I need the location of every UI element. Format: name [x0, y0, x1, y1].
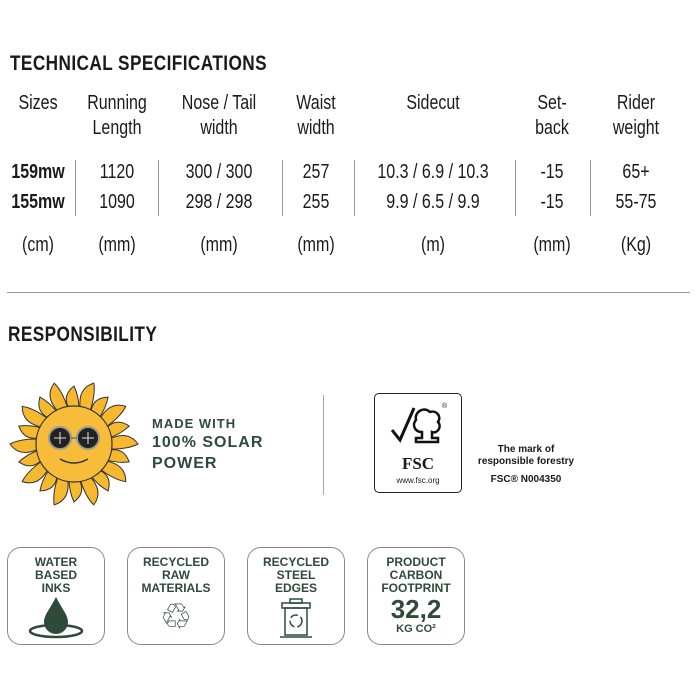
sun-ray	[79, 475, 99, 506]
badge-water-based-inks: WATER BASED INKS	[7, 547, 105, 645]
sun-ray	[109, 435, 139, 450]
badge-line: BASED	[34, 568, 77, 582]
badge-line: WATER	[34, 555, 78, 569]
sun-ray	[99, 404, 127, 428]
fsc-url: www.fsc.org	[396, 476, 440, 485]
table-cell: 257	[302, 161, 330, 183]
unit-label: (mm)	[533, 234, 571, 256]
recycle-bin-icon	[280, 598, 312, 638]
table-cell: 255	[302, 191, 330, 213]
carbon-unit: KG CO²	[396, 623, 436, 635]
size-label: 159mw	[11, 161, 65, 183]
badge-line: STEEL	[276, 568, 316, 582]
size-label: 155mw	[11, 191, 65, 213]
fsc-mark-line1: The mark of	[497, 444, 555, 455]
column-header: Sizes	[18, 92, 58, 114]
column-header: Running	[87, 92, 147, 114]
sun-ray	[49, 382, 69, 413]
water-drop-icon	[28, 597, 84, 639]
solar-line1: MADE WITH	[152, 416, 237, 431]
sun-ray	[105, 421, 130, 439]
sun-ray	[99, 460, 127, 483]
vertical-divider	[323, 395, 324, 495]
sun-ray	[21, 460, 49, 484]
table-cell: 9.9 / 6.5 / 9.9	[386, 191, 480, 213]
responsibility-title: RESPONSIBILITY	[8, 323, 158, 346]
sun-ray	[53, 475, 69, 506]
badge-line: MATERIALS	[141, 581, 211, 595]
column-divider	[282, 160, 283, 216]
badge-line: RAW	[162, 568, 190, 582]
fsc-code: FSC® N004350	[490, 474, 562, 485]
column-header: Sidecut	[406, 92, 460, 114]
column-divider	[354, 160, 355, 216]
sun-ray	[18, 425, 43, 439]
badge-recycled-raw-materials: RECYCLED RAW MATERIALS ♲	[127, 547, 225, 645]
fsc-mark-line2: responsible forestry	[477, 456, 575, 467]
table-cell: 298 / 298	[185, 191, 253, 213]
sun-ray	[68, 479, 83, 503]
table-cell: 55-75	[615, 191, 657, 213]
sun-ray	[9, 438, 39, 453]
badge-line: FOOTPRINT	[381, 581, 451, 595]
table-cell: 1120	[99, 161, 135, 183]
column-divider	[75, 160, 76, 216]
table-cell: 65+	[622, 161, 650, 183]
sun-ray	[18, 449, 43, 467]
section-divider	[7, 292, 690, 293]
badge-line: INKS	[41, 581, 71, 595]
badge-line: CARBON	[389, 568, 443, 582]
unit-label: (Kg)	[620, 234, 652, 256]
badge-recycled-steel-edges: RECYCLED STEEL EDGES	[247, 547, 345, 645]
fsc-logo-text: FSC	[401, 454, 435, 473]
unit-label: (mm)	[98, 234, 136, 256]
sun-ray	[105, 449, 130, 463]
unit-label: (cm)	[22, 234, 54, 256]
fsc-tree-check-icon: ®	[390, 402, 448, 444]
table-cell: 10.3 / 6.9 / 10.3	[377, 161, 489, 183]
unit-label: (mm)	[297, 234, 335, 256]
column-header: Set-	[537, 92, 567, 114]
sun-ray	[21, 405, 49, 428]
sun-ray	[79, 382, 95, 413]
unit-label: (m)	[421, 234, 445, 256]
fsc-mark-text: The mark of responsible forestry FSC® N0…	[476, 444, 576, 486]
recycle-icon: ♲	[159, 596, 193, 637]
badge-line: EDGES	[274, 581, 317, 595]
column-divider	[158, 160, 159, 216]
column-header: Rider	[616, 92, 656, 114]
column-header: back	[535, 117, 569, 139]
badge-carbon-footprint: PRODUCT CARBON FOOTPRINT 32,2 KG CO²	[367, 547, 465, 645]
column-header: Waist	[296, 92, 336, 114]
badge-line: PRODUCT	[386, 555, 446, 569]
technical-specifications-title: TECHNICAL SPECIFICATIONS	[10, 52, 267, 75]
fsc-logo: ® FSC www.fsc.org	[374, 393, 462, 493]
badge-line: RECYCLED	[142, 555, 209, 569]
carbon-value: 32,2	[390, 594, 442, 624]
sun-ray	[65, 385, 80, 409]
svg-text:®: ®	[442, 402, 448, 410]
table-cell: -15	[540, 161, 564, 183]
column-header: Length	[92, 117, 142, 139]
solar-line3: POWER	[152, 455, 218, 472]
column-header: width	[297, 117, 335, 139]
column-divider	[515, 160, 516, 216]
column-header: width	[200, 117, 238, 139]
unit-label: (mm)	[200, 234, 238, 256]
column-header: Nose / Tail	[181, 92, 257, 114]
solar-line2: 100% SOLAR	[152, 434, 264, 451]
column-header: weight	[612, 117, 660, 139]
badge-line: RECYCLED	[262, 555, 329, 569]
table-cell: 1090	[99, 191, 135, 213]
table-cell: 300 / 300	[185, 161, 253, 183]
table-cell: -15	[540, 191, 564, 213]
sun-with-sunglasses-icon	[9, 382, 139, 506]
column-divider	[590, 160, 591, 216]
